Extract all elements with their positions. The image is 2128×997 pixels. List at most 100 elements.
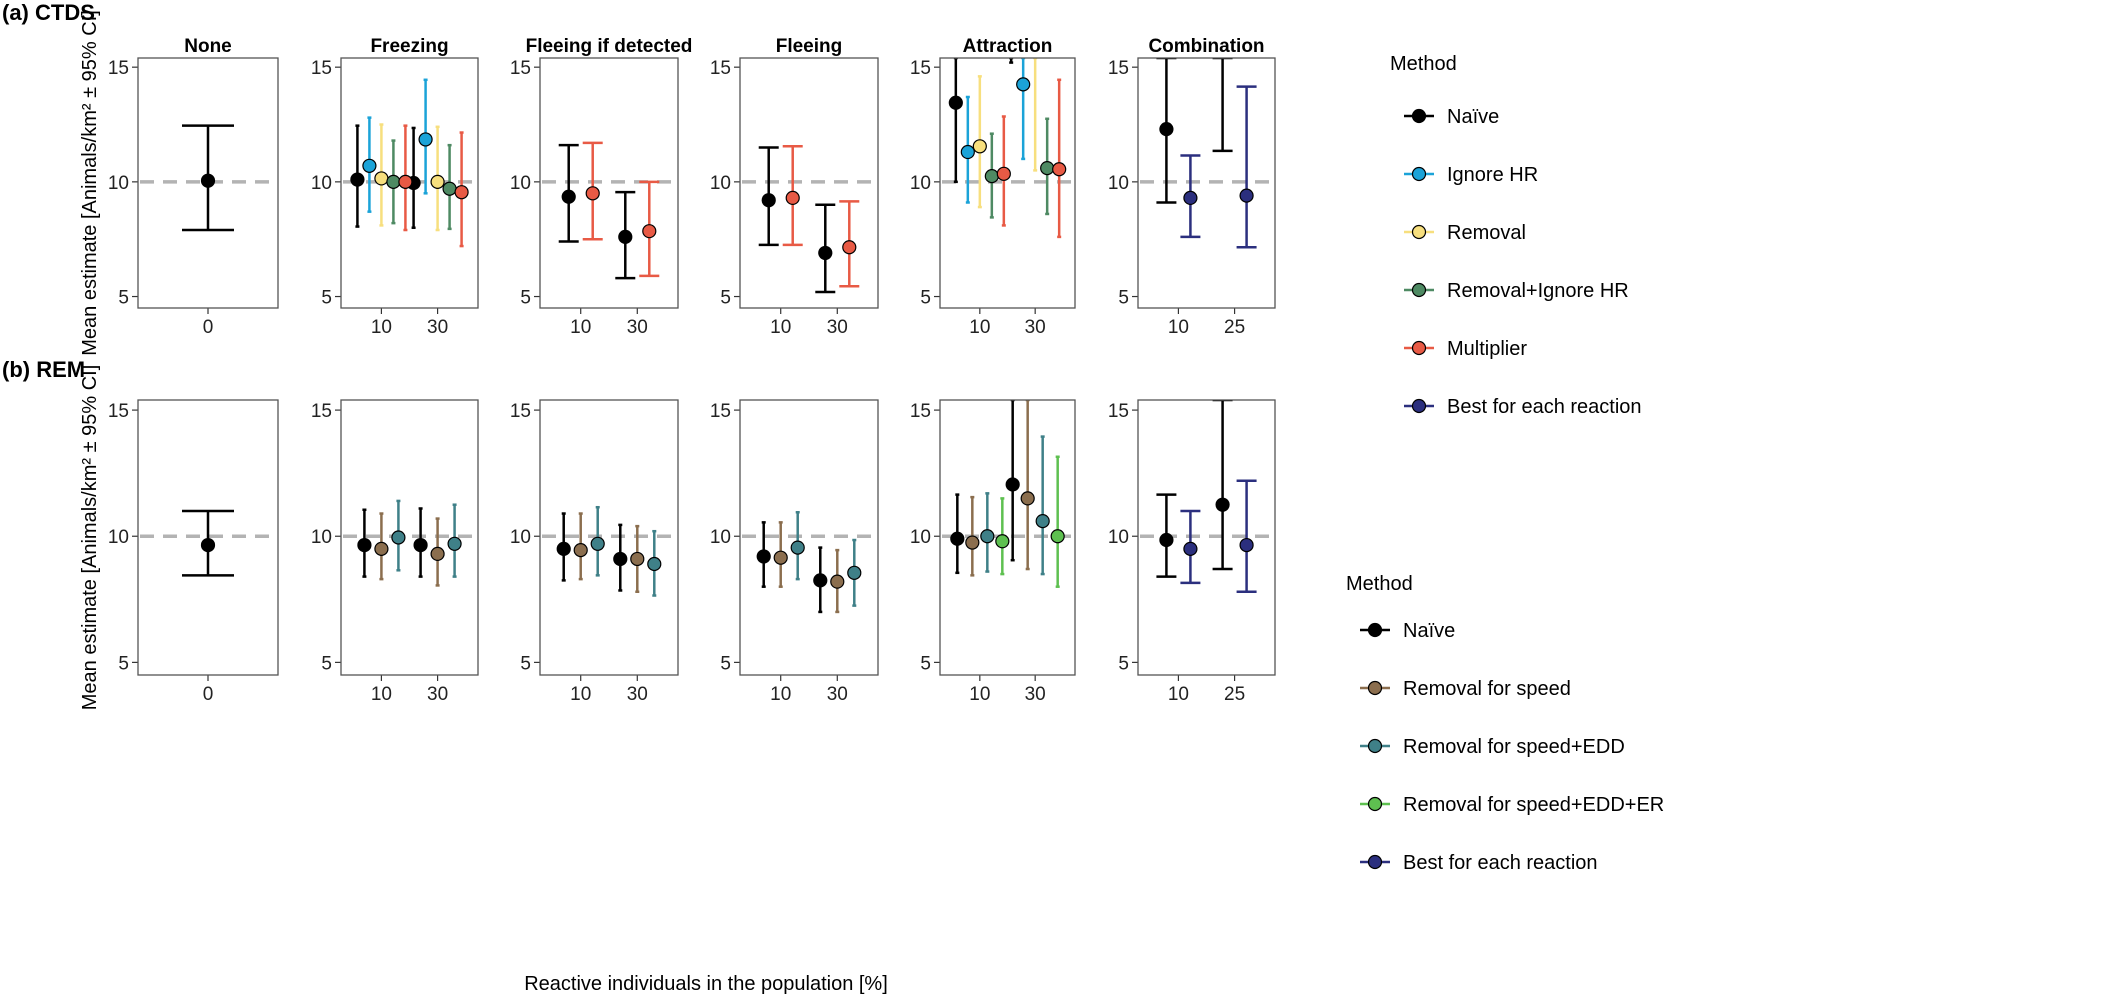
y-tick-label: 5 [520, 288, 531, 309]
legend-item: Removal [1404, 222, 1526, 244]
x-axis-label: Reactive individuals in the population [… [524, 973, 888, 995]
x-tick-label: 30 [627, 317, 648, 338]
data-point [980, 529, 995, 544]
data-point [630, 551, 645, 567]
y-tick-label: 15 [910, 58, 931, 79]
y-tick-label: 10 [510, 527, 531, 548]
data-point [1183, 190, 1198, 206]
panel-frame [340, 399, 479, 676]
data-point [847, 565, 862, 580]
data-point [1159, 532, 1174, 548]
x-tick-label: 30 [1025, 684, 1046, 705]
x-tick-label: 0 [203, 684, 214, 705]
data-point [830, 574, 845, 589]
y-tick-label: 10 [710, 173, 731, 194]
legend-marker [1411, 224, 1427, 240]
legend-marker [1367, 796, 1383, 812]
data-point [756, 549, 771, 564]
y-tick-label: 15 [311, 58, 332, 79]
data-point [556, 541, 571, 556]
data-point [590, 536, 605, 551]
y-tick-label: 10 [108, 173, 129, 194]
data-point [965, 535, 980, 550]
data-point [1239, 537, 1254, 553]
facet-title: Freezing [370, 36, 448, 57]
data-point [647, 556, 662, 572]
data-point [430, 546, 445, 561]
data-point [442, 181, 457, 196]
legend-marker [1367, 622, 1383, 638]
x-tick-label: 30 [827, 317, 848, 338]
data-point [1040, 160, 1055, 176]
legend-item: Naïve [1404, 106, 1499, 128]
panel-frame [539, 57, 679, 309]
x-tick-label: 30 [427, 684, 448, 705]
legend: Method Naïve Ignore HR Removal Removal+Ignor… [1390, 53, 1642, 418]
legend-label: Removal for speed+EDD+ER [1403, 794, 1664, 816]
y-tick-label: 15 [710, 401, 731, 422]
data-point [362, 158, 377, 173]
y-tick-label: 5 [720, 288, 731, 309]
y-axis-label: Mean estimate [Animals/km² ± 95% CI] [79, 365, 101, 711]
data-point [948, 95, 963, 110]
data-point [200, 537, 216, 553]
panel-frame [939, 57, 1076, 309]
x-tick-label: 10 [770, 317, 791, 338]
y-tick-label: 15 [1108, 401, 1129, 422]
y-tick-label: 5 [321, 288, 332, 309]
y-axis-label: Mean estimate [Animals/km² ± 95% CI] [79, 10, 101, 356]
y-tick-label: 15 [1108, 58, 1129, 79]
legend-title: Method [1390, 53, 1457, 75]
legend-label: Removal for speed [1403, 678, 1571, 700]
data-point [454, 185, 469, 200]
y-tick-label: 10 [510, 173, 531, 194]
data-point [950, 531, 965, 546]
legend-marker [1367, 680, 1383, 696]
panel-frame [137, 399, 279, 676]
legend-item: Removal for speed+EDD+ER [1360, 794, 1664, 816]
y-tick-label: 5 [118, 288, 129, 309]
data-point [842, 240, 857, 255]
panel-frame [539, 399, 679, 676]
x-tick-label: 10 [1168, 317, 1189, 338]
panel-frame [739, 399, 879, 676]
legend-marker [1367, 854, 1383, 870]
x-tick-label: 10 [570, 317, 591, 338]
y-tick-label: 10 [910, 173, 931, 194]
legend-item: Removal for speed [1360, 678, 1571, 700]
data-point [790, 540, 805, 555]
data-point [618, 229, 633, 244]
data-point [374, 171, 389, 186]
legend-marker [1411, 166, 1427, 182]
legend-label: Removal+Ignore HR [1447, 280, 1629, 302]
x-tick-label: 10 [570, 684, 591, 705]
legend-label: Naïve [1403, 620, 1455, 642]
data-point [1159, 122, 1174, 137]
panel-frame [137, 57, 279, 309]
facet-title: Fleeing if detected [526, 36, 693, 57]
x-tick-label: 10 [969, 684, 990, 705]
panel-frame [1137, 399, 1276, 676]
legend-item: Best for each reaction [1360, 852, 1598, 874]
x-tick-label: 30 [427, 317, 448, 338]
legend-marker [1411, 108, 1427, 124]
data-point [418, 132, 433, 147]
data-point [1035, 514, 1050, 529]
y-tick-label: 15 [510, 58, 531, 79]
y-tick-label: 10 [1108, 173, 1129, 194]
y-tick-label: 10 [311, 173, 332, 194]
facet-title: None [184, 36, 232, 57]
facet-title: Fleeing [776, 36, 843, 57]
legend-label: Best for each reaction [1447, 396, 1642, 418]
data-point [1239, 188, 1254, 203]
data-point [1183, 541, 1198, 556]
legend-label: Removal [1447, 222, 1526, 244]
y-tick-label: 10 [311, 527, 332, 548]
